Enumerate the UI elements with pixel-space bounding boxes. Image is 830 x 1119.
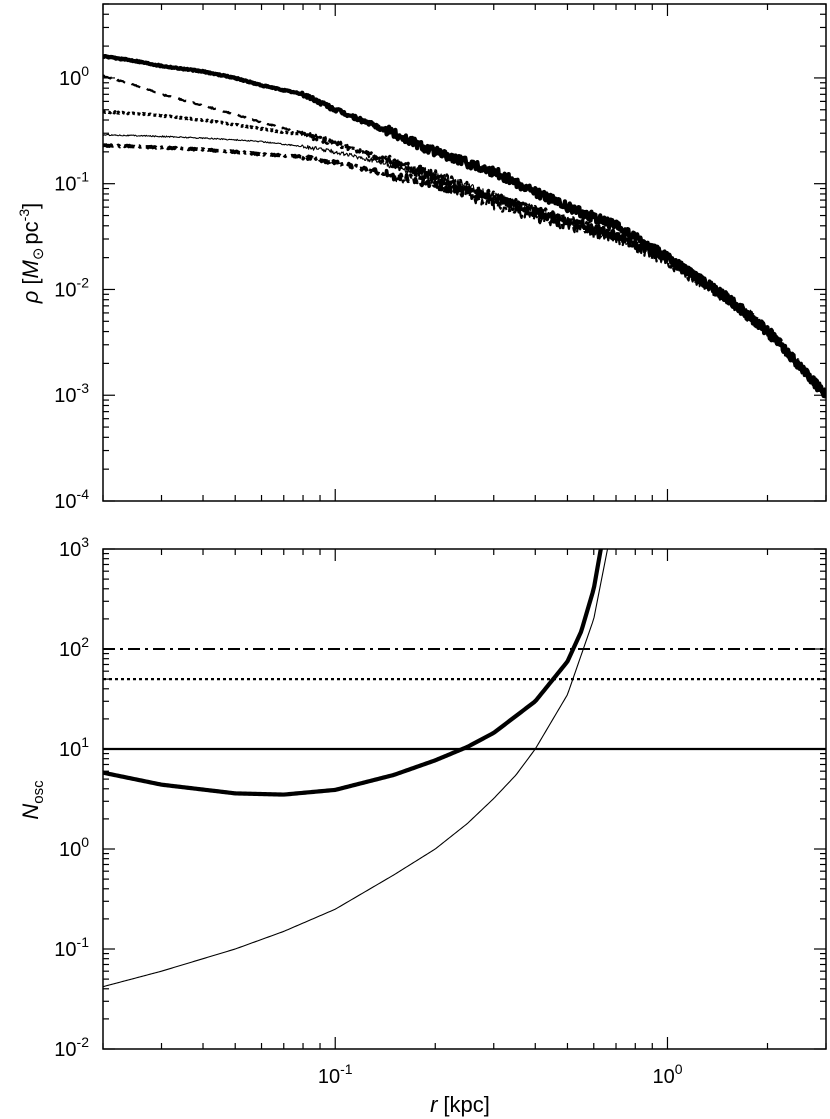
oscillation-y-tick-labels: 103 102 101 100 10-1 10-2 — [54, 534, 89, 1061]
series-line-dash-dot — [103, 143, 826, 399]
series-line-dotted — [103, 109, 826, 400]
oscillation-panel: 103 102 101 100 10-1 10-2 10-1 100 Nosc r [kpc] — [18, 534, 827, 1117]
y-tick-label: 10-1 — [54, 169, 89, 196]
oscillation-series-group — [103, 549, 826, 988]
density-y-axis-label: ρ[M⊙pc-3] — [16, 203, 47, 304]
oscillation-x-tick-labels: 10-1 100 — [318, 1061, 683, 1088]
y-tick-label: 100 — [59, 63, 89, 90]
oscillation-axis-ticks — [102, 548, 827, 1050]
oscillation-y-axis-label: Nosc — [18, 780, 47, 820]
density-series-group — [103, 53, 826, 400]
y-tick-label: 10-2 — [54, 1034, 89, 1061]
y-tick-label: 10-4 — [54, 486, 89, 513]
x-tick-label: 10-1 — [318, 1061, 353, 1088]
density-plot-frame — [102, 3, 827, 502]
series-line-thin-solid — [103, 549, 609, 988]
series-line-thick-solid — [103, 549, 603, 797]
y-tick-label: 101 — [59, 734, 89, 761]
density-axis-ticks — [102, 3, 827, 502]
oscillation-plot-frame — [102, 548, 827, 1050]
density-panel: 100 10-1 10-2 10-3 10-4 ρ[M⊙pc-3] — [16, 3, 827, 513]
y-tick-label: 10-2 — [54, 274, 89, 301]
y-tick-label: 102 — [59, 634, 89, 661]
y-tick-label: 10-1 — [54, 934, 89, 961]
density-y-tick-labels: 100 10-1 10-2 10-3 10-4 — [54, 63, 89, 513]
y-tick-label: 103 — [59, 534, 89, 561]
x-tick-label: 100 — [652, 1061, 682, 1088]
y-tick-label: 10-3 — [54, 380, 89, 407]
series-line-thin-solid — [103, 133, 826, 394]
x-axis-label: r [kpc] — [430, 1092, 490, 1117]
y-tick-label: 100 — [59, 834, 89, 861]
series-line-dashed — [103, 74, 826, 400]
